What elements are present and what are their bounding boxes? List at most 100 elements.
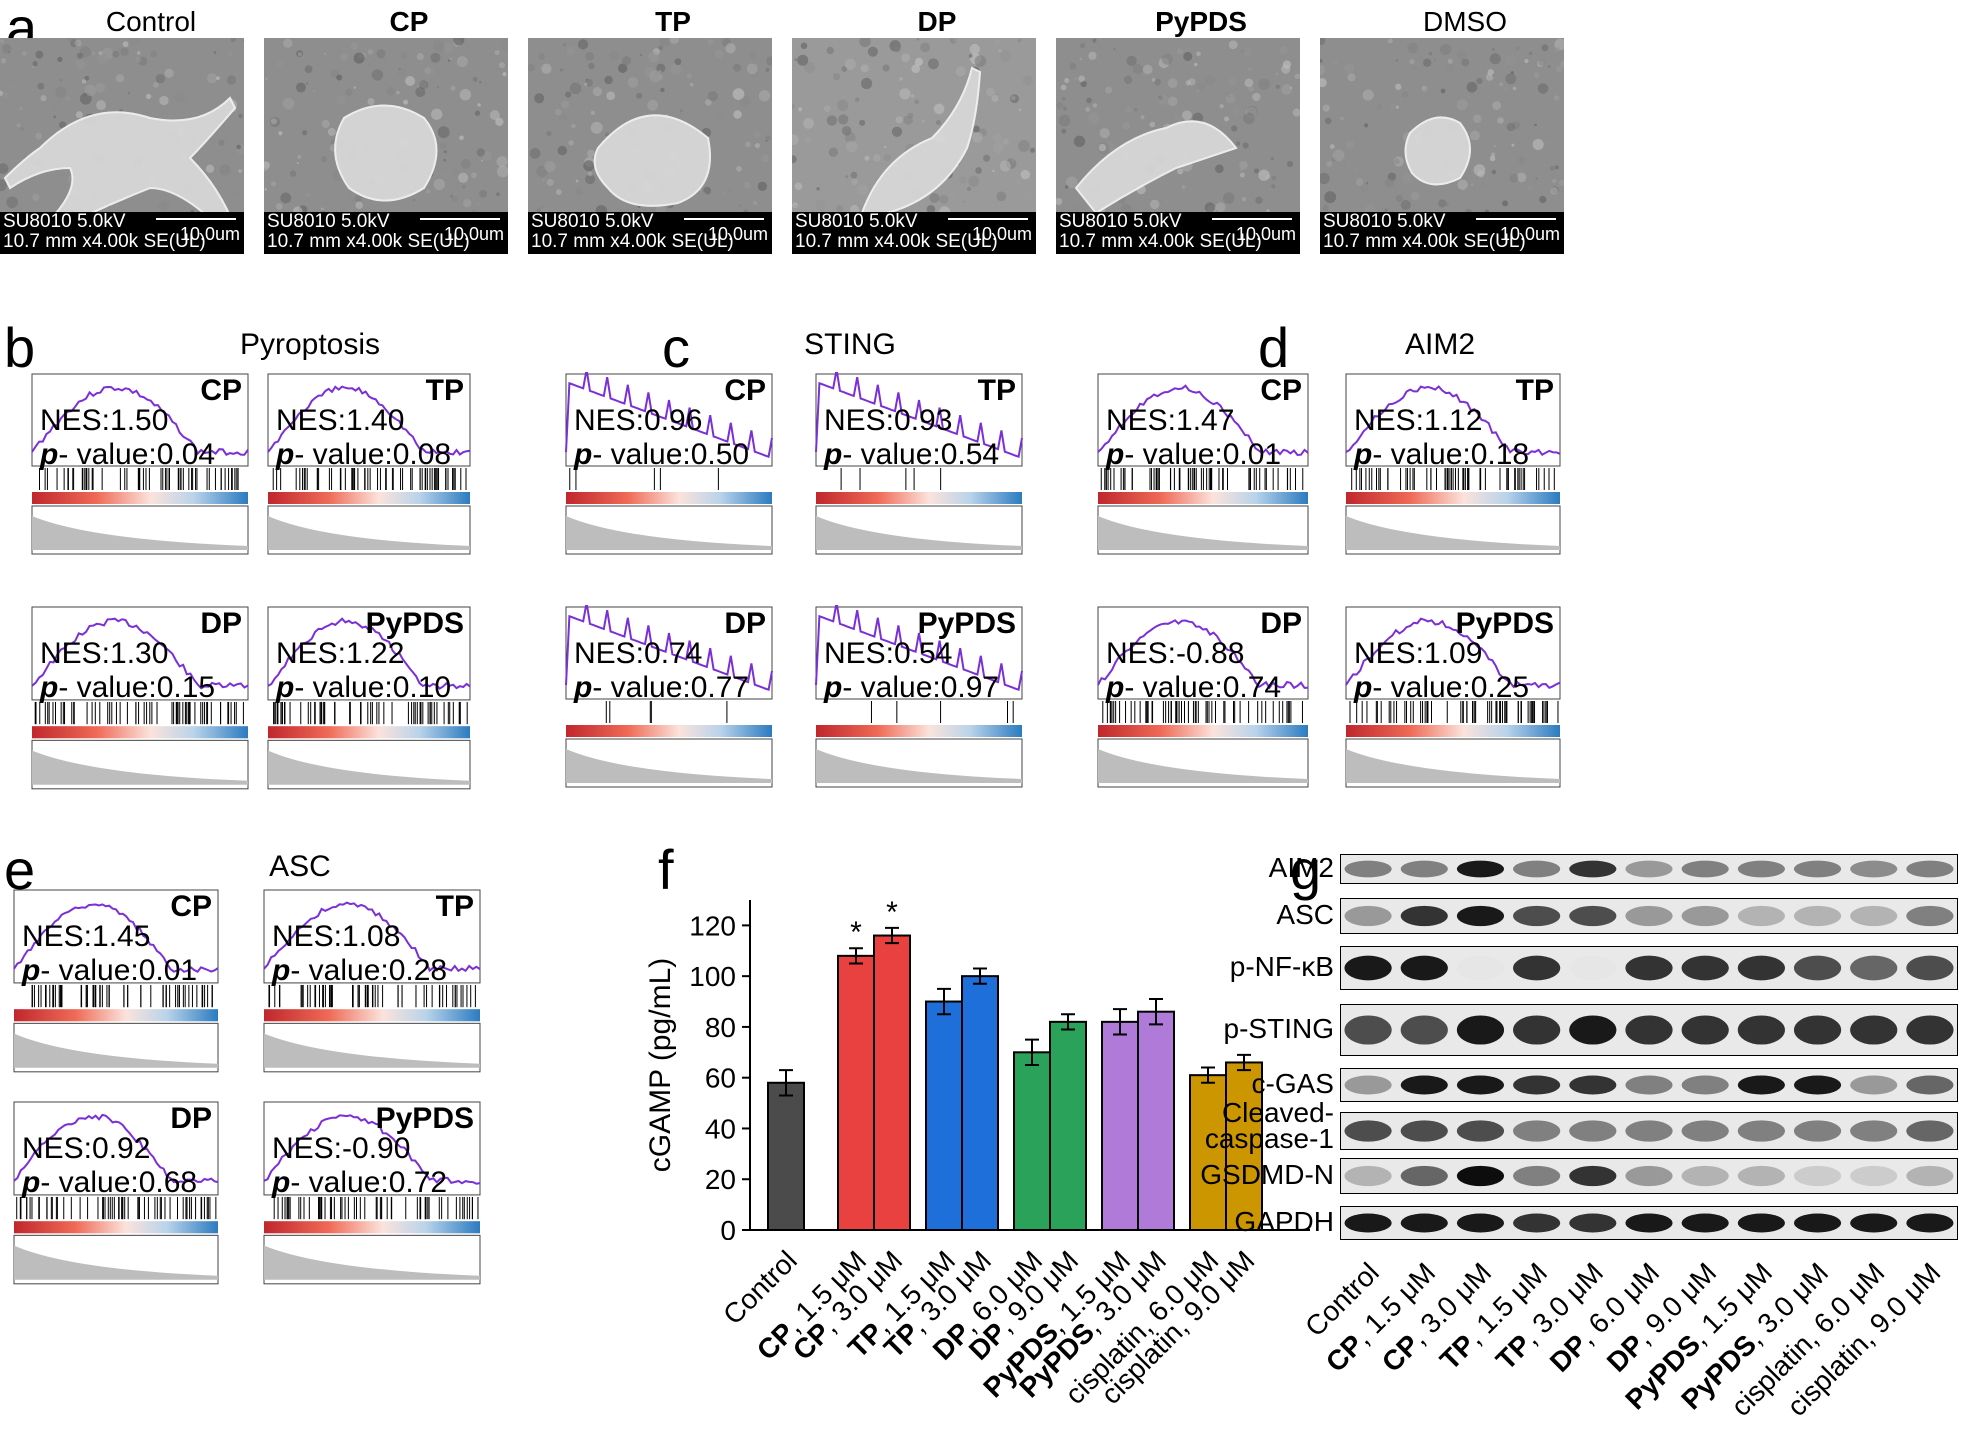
gsea-enrichment-plot [565, 372, 773, 555]
scale-bar [1476, 218, 1556, 230]
sem-scale-label: 10.0um [707, 224, 768, 244]
error-bar [1149, 998, 1163, 1026]
gsea-panel-tag: PyPDS [1455, 607, 1554, 640]
y-tick-label: 40 [705, 1113, 736, 1144]
protein-band [1625, 1165, 1673, 1187]
protein-band [1850, 1165, 1898, 1187]
protein-band [1569, 1075, 1617, 1095]
error-bar [885, 926, 899, 945]
p-value: value:0.54 [860, 438, 1000, 471]
protein-band [1456, 1213, 1505, 1233]
sem-scale-label: 10.0um [1499, 224, 1560, 244]
sem-micrograph: SU8010 5.0kV 10.7 mm x4.00k SE(UL) 10.0um [528, 38, 772, 254]
sem-info-line2: 10.7 mm x4.00k SE(UL) [1059, 231, 1262, 252]
y-tick-label: 120 [689, 910, 736, 941]
protein-band [1625, 860, 1673, 878]
sem-scale-label: 10.0um [443, 224, 504, 244]
sem-scale-label: 10.0um [1235, 224, 1296, 244]
protein-band [1513, 955, 1561, 981]
p-dash: - [1124, 671, 1143, 704]
gsea-panel-tag: DP [170, 1102, 212, 1135]
protein-band [1793, 1165, 1842, 1187]
gsea-stats: NES:1.09 p- value:0.25 [1354, 637, 1529, 705]
gsea-stats: NES:1.30 p- value:0.15 [40, 637, 215, 705]
protein-band [1906, 860, 1954, 878]
p-value-line: p- value:0.97 [824, 671, 999, 705]
p-value-line: p- value:0.04 [40, 438, 215, 472]
p-value: value:0.77 [610, 671, 750, 704]
protein-band [1737, 1213, 1785, 1233]
protein-band [1344, 1075, 1392, 1095]
gsea-panel: CP NES:0.96 p- value:0.50 [556, 372, 774, 572]
blot-strip [1340, 898, 1958, 934]
protein-band [1681, 1075, 1729, 1095]
p-symbol: p [1354, 438, 1373, 471]
protein-band [1906, 1213, 1954, 1233]
y-tick-label: 0 [720, 1215, 736, 1240]
cgamp-bar-chart: 0 20 40 60 80 100 120 cGAMP (pg/mL) * * [644, 896, 1310, 1240]
bar [1189, 1074, 1227, 1231]
protein-band [1344, 1165, 1392, 1187]
gsea-enrichment-plot [1097, 606, 1309, 788]
sem-title: Control [105, 6, 197, 37]
bar [1049, 1020, 1087, 1231]
gsea-panel-tag: DP [724, 607, 766, 640]
gsea-panel: TP NES:1.12 p- value:0.18 [1336, 372, 1562, 572]
p-value-line: p- value:0.72 [272, 1166, 447, 1200]
p-value: value:0.50 [610, 438, 750, 471]
gsea-enrichment-plot [263, 1101, 481, 1285]
protein-band [1456, 905, 1505, 927]
p-value-line: p- value:0.28 [272, 954, 447, 988]
p-symbol: p [272, 1166, 291, 1200]
sem-info-line2: 10.7 mm x4.00k SE(UL) [267, 231, 470, 252]
sem-info-line1: SU8010 5.0kV [795, 211, 918, 232]
error-bar [1113, 1008, 1127, 1036]
nes-value: NES:-0.88 [1106, 637, 1245, 670]
nes-value: NES:1.12 [1354, 404, 1483, 437]
sem-info-bar: SU8010 5.0kV 10.7 mm x4.00k SE(UL) 10.0um [0, 212, 244, 254]
p-value: value:0.18 [1390, 438, 1530, 471]
gsea-enrichment-plot [267, 373, 471, 555]
sem-info-line2: 10.7 mm x4.00k SE(UL) [1323, 231, 1526, 252]
gsea-panel: CP NES:1.45 p- value:0.01 [4, 888, 220, 1090]
gsea-panel: DP NES:0.92 p- value:0.68 [4, 1100, 220, 1302]
p-value: value:0.08 [312, 438, 452, 471]
bar [1137, 1010, 1175, 1231]
protein-band [1737, 1120, 1785, 1142]
protein-band [1906, 1075, 1954, 1095]
panel-label-g: g [1290, 838, 1322, 901]
p-symbol: p [40, 438, 59, 471]
protein-band [1456, 1165, 1505, 1187]
panel-label-f: f [658, 838, 674, 901]
protein-band [1793, 1075, 1842, 1095]
gsea-panel: PyPDS NES:-0.90 p- value:0.72 [254, 1100, 482, 1302]
p-symbol: p [22, 1166, 41, 1200]
protein-band [1513, 1075, 1561, 1095]
sem-title: CP [389, 6, 429, 37]
protein-band [1681, 905, 1729, 927]
gsea-stats: NES:-0.90 p- value:0.72 [272, 1132, 447, 1200]
p-symbol: p [574, 671, 593, 704]
gsea-group-title: Pyroptosis [239, 328, 381, 361]
gsea-panel-tag: CP [724, 374, 766, 407]
sem-info-line1: SU8010 5.0kV [531, 211, 654, 232]
error-bar [973, 967, 987, 985]
gsea-panel-tag: PyPDS [365, 607, 464, 640]
protein-band [1569, 905, 1617, 927]
nes-value: NES:0.93 [824, 404, 953, 437]
blot-row-label: p-STING [1223, 1013, 1334, 1044]
protein-band [1681, 955, 1729, 981]
nes-value: NES:1.45 [22, 920, 151, 954]
nes-value: NES:1.40 [276, 404, 405, 437]
protein-band [1400, 1120, 1448, 1142]
p-symbol: p [22, 954, 41, 988]
gsea-enrichment-plot [31, 373, 249, 555]
sem-info-bar: SU8010 5.0kV 10.7 mm x4.00k SE(UL) 10.0um [528, 212, 772, 254]
gsea-panel-tag: TP [1515, 374, 1554, 407]
protein-band [1850, 955, 1898, 981]
error-bar [1025, 1038, 1039, 1066]
gsea-enrichment-plot [1097, 373, 1309, 555]
panel-label-b: b [4, 316, 36, 379]
bar [767, 1081, 805, 1231]
protein-band [1569, 1120, 1617, 1142]
